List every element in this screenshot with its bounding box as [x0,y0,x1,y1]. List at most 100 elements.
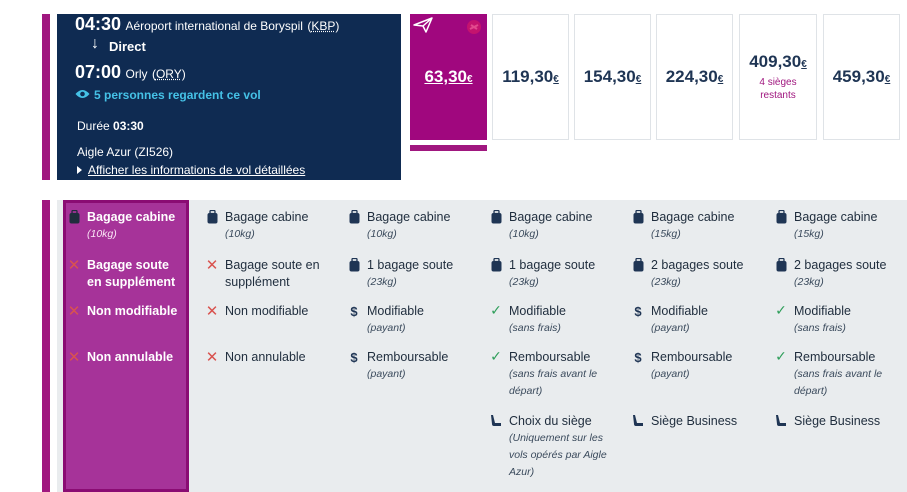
fare-option-0[interactable]: 63,30€ [410,14,487,140]
feature-label: Modifiable [651,304,708,318]
feature-sublabel: (payant) [651,322,690,334]
fare-option-5[interactable]: 459,30€ [823,14,900,140]
feature-cell: ✓ Modifiable (sans frais) [489,303,624,337]
selected-fare-indicator [410,145,487,151]
fare-price-4: 409,30€ [749,52,807,71]
fare-price-5: 459,30€ [832,67,891,86]
x-icon: ✕ [205,302,219,320]
feature-sublabel: (23kg) [509,276,539,288]
duration: Durée 03:30 [77,119,144,133]
duration-value: 03:30 [113,119,144,133]
fare-price-0: 63,30€ [424,67,473,86]
feature-cell: Bagage cabine (10kg) [489,209,624,243]
feature-label: Non modifiable [87,304,178,318]
feature-cell: ✕ Non annulable [205,349,340,366]
x-icon: ✕ [205,348,219,366]
eye-icon [75,88,90,102]
feature-sublabel: (10kg) [367,228,397,240]
feature-sublabel: (payant) [367,368,406,380]
feature-sublabel: (15kg) [794,228,824,240]
feature-label: Bagage cabine [651,210,735,224]
feature-cell: 2 bagages soute (23kg) [631,257,766,291]
arrival-airport: Orly [125,67,148,81]
feature-sublabel: (10kg) [87,228,117,240]
feature-label: Remboursable [794,350,876,364]
feature-label: Choix du siège [509,414,592,428]
arrival-time: 07:00 [75,62,122,82]
seat-icon [774,413,788,430]
check-icon: ✓ [775,303,787,319]
fare-price-1: 119,30€ [502,67,559,86]
feature-cell: 2 bagages soute (23kg) [774,257,907,291]
feature-sublabel: (10kg) [225,228,255,240]
feature-sublabel: (23kg) [651,276,681,288]
dollar-icon: $ [634,304,642,319]
seat-icon [631,413,645,430]
feature-cell: Bagage cabine (10kg) [205,209,340,243]
feature-cell: Bagage cabine (10kg) [67,209,185,243]
feature-sublabel: (sans frais avant le départ) [794,368,883,397]
feature-label: Bagage cabine [509,210,593,224]
feature-label: Modifiable [509,304,566,318]
feature-label: Siège Business [651,414,738,428]
details-link[interactable]: Afficher les informations de vol détaill… [77,163,305,177]
fare-price-3: 224,30€ [665,67,724,86]
feature-label: 2 bagages soute [651,258,744,272]
feature-cell: 1 bagage soute (23kg) [347,257,482,291]
bag-icon [631,209,645,243]
badge-icon [464,17,484,42]
check-icon: ✓ [490,303,502,319]
feature-cell: $ Modifiable (payant) [347,303,482,337]
feature-cell: ✓ Remboursable (sans frais avant le départ… [774,349,907,400]
arrival-code: ORY [155,67,182,81]
accent-stripe-top [42,14,50,180]
fare-option-2[interactable]: 154,30€ [574,14,651,140]
feature-label: Siège Business [794,414,881,428]
feature-cell: ✕ Non annulable [67,349,185,366]
feature-label: Bagage cabine [87,210,176,224]
details-link-text[interactable]: Afficher les informations de vol détaill… [88,163,306,177]
feature-label: Bagage cabine [794,210,878,224]
departure-time: 04:30 [75,14,122,34]
bag-icon [631,257,645,291]
feature-cell: $ Remboursable (payant) [631,349,766,383]
bag-icon [347,257,361,291]
fare-option-1[interactable]: 119,30€ [492,14,569,140]
feature-cell: 1 bagage soute (23kg) [489,257,624,291]
feature-sublabel: (23kg) [794,276,824,288]
departure-airport: Aéroport international de Boryspil [125,19,303,33]
feature-cell: Siège Business [631,413,766,430]
fare-option-4[interactable]: 409,30€ 4 sièges restants [739,14,817,140]
bag-icon [347,209,361,243]
feature-cell: $ Remboursable (payant) [347,349,482,383]
feature-cell: ✕ Non modifiable [67,303,185,320]
watchers-info: 5 personnes regardent ce vol [75,88,261,102]
bag-icon [489,257,503,291]
x-icon: ✕ [67,348,81,366]
departure-row: 04:30 Aéroport international de Boryspil… [75,14,340,34]
caret-right-icon [77,166,82,174]
stop-label: Direct [109,39,146,54]
duration-label: Durée [77,119,110,133]
feature-label: Non annulable [87,350,174,364]
x-icon: ✕ [205,256,219,274]
fare-option-3[interactable]: 224,30€ [656,14,733,140]
bag-icon [205,209,219,243]
watchers-text: 5 personnes regardent ce vol [94,88,261,102]
feature-sublabel: (sans frais) [509,322,561,334]
seats-left-note: 4 sièges restants [759,77,797,101]
dollar-icon: $ [350,304,358,319]
feature-label: 1 bagage soute [509,258,596,272]
dollar-icon: $ [634,350,642,365]
feature-cell: Choix du siège (Uniquement sur les vols o… [489,413,624,481]
arrival-row: 07:00 Orly (ORY) [75,62,186,82]
feature-label: 1 bagage soute [367,258,454,272]
check-icon: ✓ [775,349,787,365]
feature-cell: Bagage cabine (15kg) [631,209,766,243]
feature-sublabel: (15kg) [651,228,681,240]
feature-label: Bagage cabine [225,210,309,224]
feature-cell: Bagage cabine (10kg) [347,209,482,243]
departure-code: KBP [311,19,336,33]
selected-fare-features [63,200,189,492]
check-icon: ✓ [490,349,502,365]
